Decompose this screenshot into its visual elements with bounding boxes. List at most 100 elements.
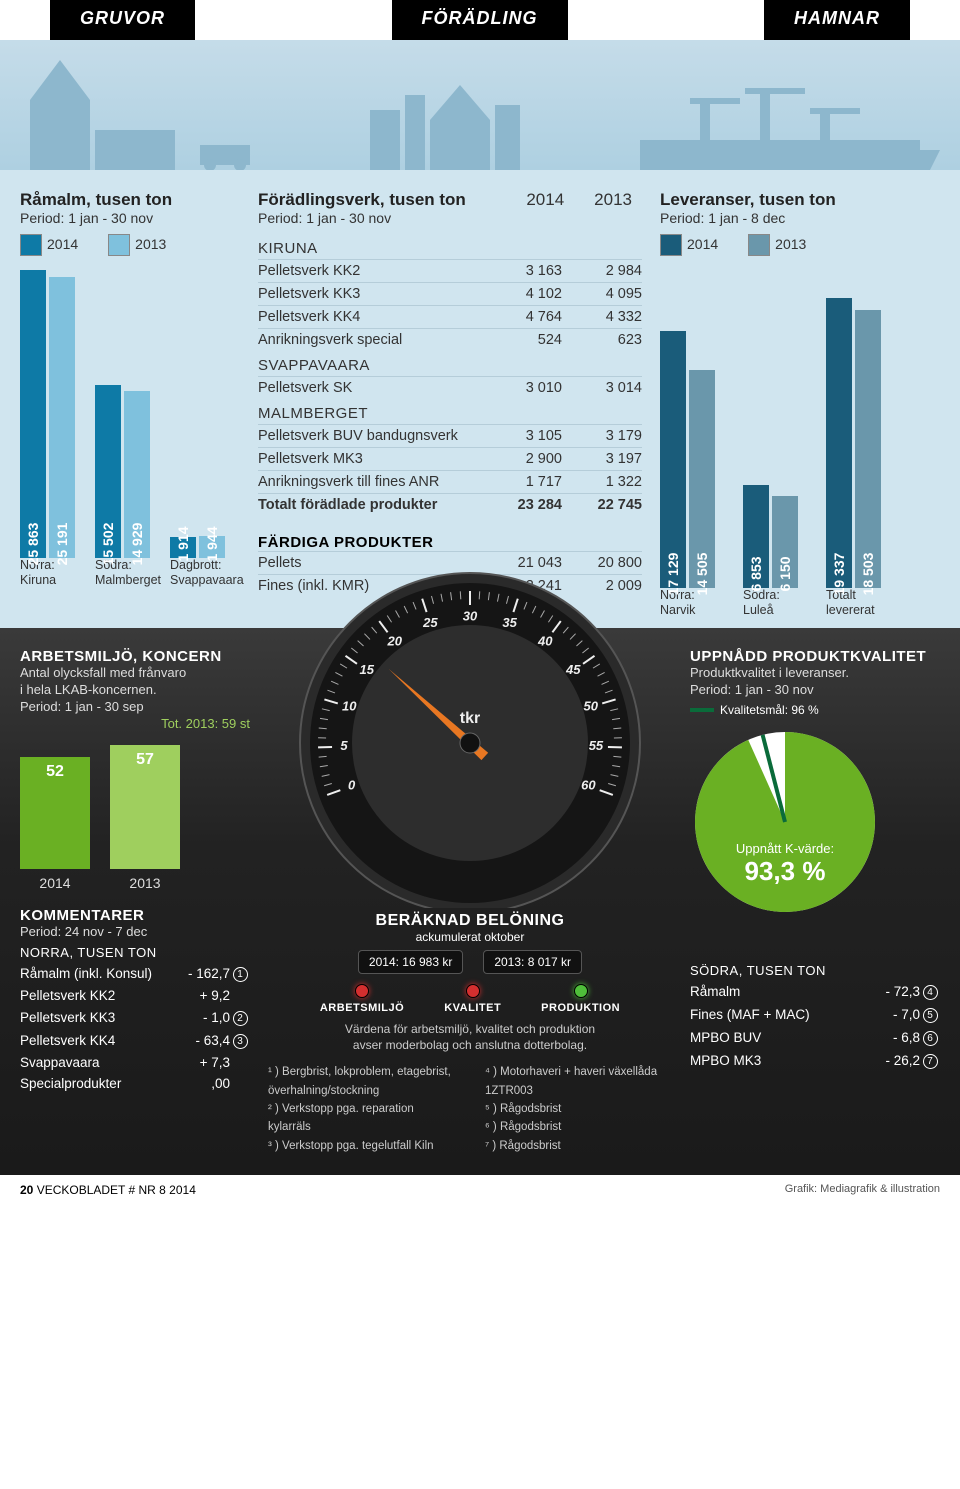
safety-period: Period: 1 jan - 30 sep xyxy=(20,699,250,716)
quality-period: Period: 1 jan - 30 nov xyxy=(690,682,940,699)
comments-north-title: NORRA, TUSEN TON xyxy=(20,945,250,960)
safety-title: ARBETSMILJÖ, KONCERN xyxy=(20,648,250,665)
bar: 17 129 xyxy=(660,331,686,588)
footnote: ⁴ ) Motorhaveri + haveri växellåda 1ZTR0… xyxy=(485,1063,672,1100)
svg-text:45: 45 xyxy=(565,662,581,677)
comment-row: Pelletsverk KK4- 63,43 xyxy=(20,1029,250,1052)
process-row: Pelletsverk BUV bandugnsverk3 1053 179 xyxy=(258,424,642,447)
bar-value: 19 337 xyxy=(831,553,847,596)
safety-value: 57 xyxy=(110,751,180,769)
gauge-pills: 2014: 16 983 kr 2013: 8 017 kr xyxy=(268,950,672,974)
comment-row: Fines (MAF + MAC)- 7,05 xyxy=(690,1003,940,1026)
process-year-a: 2014 xyxy=(526,190,564,234)
gauge-pill-2014: 2014: 16 983 kr xyxy=(358,950,463,974)
ship-year-b: 2013 xyxy=(775,236,806,252)
svg-text:10: 10 xyxy=(342,698,357,713)
svg-text:30: 30 xyxy=(463,608,478,623)
indicator-led xyxy=(574,984,588,998)
bar-value: 25 863 xyxy=(25,523,41,566)
gauge-indicators: ARBETSMILJÖ KVALITET PRODUKTION xyxy=(268,984,672,1014)
bar-group: 1 9141 944 xyxy=(170,536,225,558)
safety-year: 2014 xyxy=(20,875,90,891)
dark-left-col: ARBETSMILJÖ, KONCERN Antal olycksfall me… xyxy=(20,648,250,1155)
bar-value: 18 503 xyxy=(860,553,876,596)
ship-year-a: 2014 xyxy=(687,236,718,252)
gauge-note: Värdena för arbetsmiljö, kvalitet och pr… xyxy=(340,1022,600,1053)
bar-value: 1 914 xyxy=(175,526,191,561)
ship-swatch-2013 xyxy=(748,234,770,256)
gauge-title: BERÄKNAD BELÖNING xyxy=(268,912,672,930)
process-year-b: 2013 xyxy=(594,190,632,234)
tab-harbors: HAMNAR xyxy=(764,0,910,40)
indicator: KVALITET xyxy=(444,984,501,1014)
svg-text:5: 5 xyxy=(340,738,348,753)
safety-bars: 52 2014 572013 xyxy=(20,745,250,891)
svg-text:0: 0 xyxy=(348,778,356,793)
process-row: Anrikningsverk special524623 xyxy=(258,328,642,351)
bar: 6 150 xyxy=(772,496,798,588)
indicator-label: ARBETSMILJÖ xyxy=(320,1002,404,1014)
process-location: SVAPPAVAARA xyxy=(258,357,642,374)
process-row: Pelletsverk KK44 7644 332 xyxy=(258,305,642,328)
safety-sub1: Antal olycksfall med frånvaro xyxy=(20,665,250,682)
ship-period: Period: 1 jan - 8 dec xyxy=(660,210,940,226)
comments-south-rows: Råmalm- 72,34Fines (MAF + MAC)- 7,05MPBO… xyxy=(690,980,940,1072)
bar: 15 502 xyxy=(95,385,121,558)
mines-year-b: 2013 xyxy=(135,236,166,252)
quality-achieved-label: Uppnått K-värde: xyxy=(690,841,880,856)
quality-title: UPPNÅDD PRODUKTKVALITET xyxy=(690,648,940,665)
mines-column: Råmalm, tusen ton Period: 1 jan - 30 nov… xyxy=(20,190,240,618)
quality-sub: Produktkvalitet i leveranser. xyxy=(690,665,940,682)
comment-row: Pelletsverk KK2+ 9,2 xyxy=(20,985,250,1006)
safety-value: 52 xyxy=(20,763,90,781)
gauge-pill-2013: 2013: 8 017 kr xyxy=(483,950,582,974)
bar-value: 6 150 xyxy=(777,556,793,591)
comment-row: Pelletsverk KK3- 1,02 xyxy=(20,1006,250,1029)
footnote: ⁵ ) Rågodsbrist xyxy=(485,1100,672,1118)
footnote: ² ) Verkstopp pga. reparation kylarräls xyxy=(268,1100,455,1137)
gauge-column: 051015202530354045505560tkr BERÄKNAD BEL… xyxy=(268,648,672,1155)
indicator-led xyxy=(355,984,369,998)
comment-row: Råmalm (inkl. Konsul)- 162,71 xyxy=(20,962,250,985)
bar-value: 1 944 xyxy=(204,526,220,561)
bar: 14 929 xyxy=(124,391,150,558)
bar: 18 503 xyxy=(855,310,881,588)
safety-bar-group: 52 2014 xyxy=(20,757,90,891)
bar: 25 191 xyxy=(49,277,75,558)
bar-group: 6 8536 150 xyxy=(743,485,798,588)
svg-text:35: 35 xyxy=(502,615,517,630)
ship-title: Leveranser, tusen ton xyxy=(660,190,940,210)
tab-process: FÖRÄDLING xyxy=(392,0,568,40)
safety-bar-group: 572013 xyxy=(110,745,180,891)
gauge: 051015202530354045505560tkr xyxy=(290,548,650,908)
svg-text:55: 55 xyxy=(589,738,604,753)
quality-goal-legend: Kvalitetsmål: 96 % xyxy=(690,703,940,717)
comments-title: KOMMENTARER xyxy=(20,907,250,924)
comments-south-title: SÖDRA, TUSEN TON xyxy=(690,963,940,978)
process-period: Period: 1 jan - 30 nov xyxy=(258,210,466,226)
svg-text:40: 40 xyxy=(537,633,553,648)
ship-legend: 2014 2013 xyxy=(660,234,940,256)
svg-text:15: 15 xyxy=(360,662,375,677)
bar-group: 15 50214 929 xyxy=(95,385,150,558)
header-tabs: GRUVOR FÖRÄDLING HAMNAR xyxy=(0,0,960,40)
swatch-2013 xyxy=(108,234,130,256)
indicator-label: PRODUKTION xyxy=(541,1002,620,1014)
swatch-2014 xyxy=(20,234,42,256)
gauge-sub: ackumulerat oktober xyxy=(268,930,672,944)
bar-label: Södra:Luleå xyxy=(743,588,798,618)
process-title: Förädlingsverk, tusen ton xyxy=(258,190,466,210)
bar-group: 17 12914 505 xyxy=(660,331,715,588)
indicator-led xyxy=(466,984,480,998)
ship-swatch-2014 xyxy=(660,234,682,256)
tab-mines: GRUVOR xyxy=(50,0,195,40)
process-table: KIRUNAPelletsverk KK23 1632 984Pelletsve… xyxy=(258,240,642,597)
bar-group: 25 86325 191 xyxy=(20,270,75,558)
dashboard-dark: ARBETSMILJÖ, KONCERN Antal olycksfall me… xyxy=(0,628,960,1175)
sky-silhouette xyxy=(0,40,960,170)
mines-title: Råmalm, tusen ton xyxy=(20,190,240,210)
process-row: Pelletsverk KK23 1632 984 xyxy=(258,259,642,282)
comments-period: Period: 24 nov - 7 dec xyxy=(20,924,250,939)
ship-column: Leveranser, tusen ton Period: 1 jan - 8 … xyxy=(660,190,940,618)
process-row: Anrikningsverk till fines ANR1 7171 322 xyxy=(258,470,642,493)
